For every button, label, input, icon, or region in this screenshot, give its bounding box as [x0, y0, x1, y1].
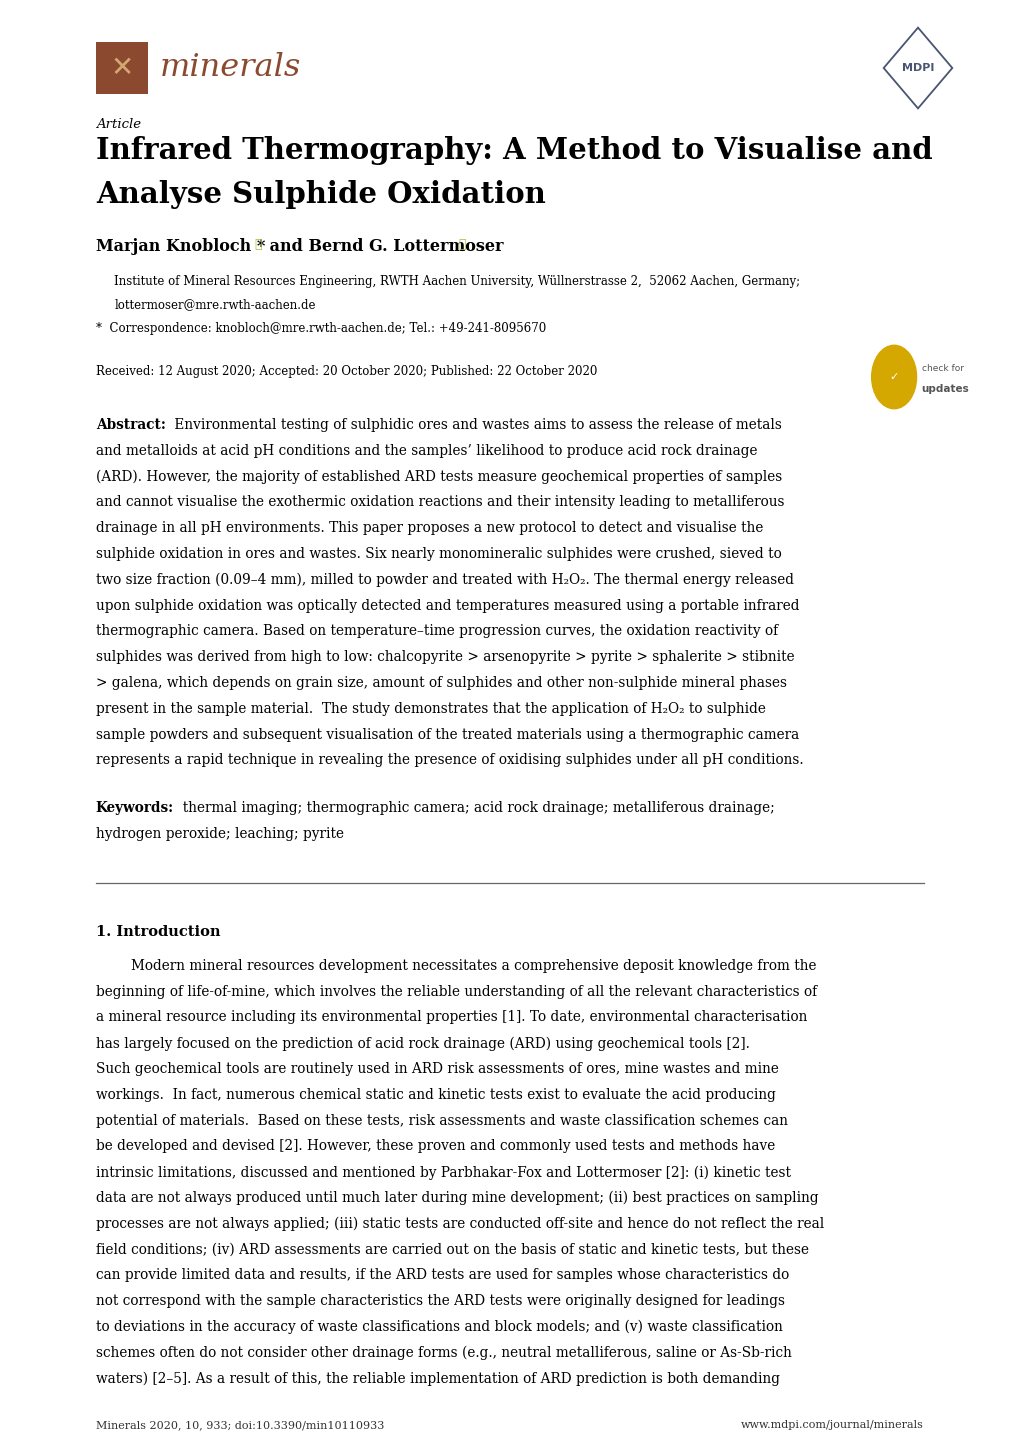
- Text: not correspond with the sample characteristics the ARD tests were originally des: not correspond with the sample character…: [96, 1295, 784, 1308]
- Text: waters) [2–5]. As a result of this, the reliable implementation of ARD predictio: waters) [2–5]. As a result of this, the …: [96, 1371, 780, 1386]
- Text: two size fraction (0.09–4 mm), milled to powder and treated with H₂O₂. The therm: two size fraction (0.09–4 mm), milled to…: [96, 572, 793, 587]
- Text: sample powders and subsequent visualisation of the treated materials using a the: sample powders and subsequent visualisat…: [96, 728, 798, 741]
- Text: Modern mineral resources development necessitates a comprehensive deposit knowle: Modern mineral resources development nec…: [96, 959, 815, 973]
- FancyBboxPatch shape: [96, 42, 148, 94]
- Text: sulphide oxidation in ores and wastes. Six nearly monomineralic sulphides were c: sulphide oxidation in ores and wastes. S…: [96, 547, 781, 561]
- Text: Institute of Mineral Resources Engineering, RWTH Aachen University, Wüllnerstras: Institute of Mineral Resources Engineeri…: [114, 275, 800, 288]
- Text: Received: 12 August 2020; Accepted: 20 October 2020; Published: 22 October 2020: Received: 12 August 2020; Accepted: 20 O…: [96, 365, 597, 378]
- Text: to deviations in the accuracy of waste classifications and block models; and (v): to deviations in the accuracy of waste c…: [96, 1319, 782, 1334]
- Text: minerals: minerals: [160, 52, 301, 84]
- Text: ⓘ: ⓘ: [254, 238, 261, 251]
- Text: data are not always produced until much later during mine development; (ii) best: data are not always produced until much …: [96, 1191, 817, 1206]
- Text: has largely focused on the prediction of acid rock drainage (ARD) using geochemi: has largely focused on the prediction of…: [96, 1037, 749, 1051]
- Text: Article: Article: [96, 118, 141, 131]
- Text: www.mdpi.com/journal/minerals: www.mdpi.com/journal/minerals: [741, 1420, 923, 1430]
- Text: check for: check for: [921, 363, 963, 373]
- Text: and metalloids at acid pH conditions and the samples’ likelihood to produce acid: and metalloids at acid pH conditions and…: [96, 444, 757, 457]
- Text: drainage in all pH environments. This paper proposes a new protocol to detect an: drainage in all pH environments. This pa…: [96, 521, 762, 535]
- Text: hydrogen peroxide; leaching; pyrite: hydrogen peroxide; leaching; pyrite: [96, 828, 343, 841]
- Text: schemes often do not consider other drainage forms (e.g., neutral metalliferous,: schemes often do not consider other drai…: [96, 1345, 791, 1360]
- Polygon shape: [882, 27, 952, 108]
- Text: lottermoser@mre.rwth-aachen.de: lottermoser@mre.rwth-aachen.de: [114, 298, 316, 311]
- Text: Analyse Sulphide Oxidation: Analyse Sulphide Oxidation: [96, 180, 545, 209]
- Text: beginning of life-of-mine, which involves the reliable understanding of all the : beginning of life-of-mine, which involve…: [96, 985, 816, 999]
- Text: Abstract:: Abstract:: [96, 418, 166, 433]
- Text: Environmental testing of sulphidic ores and wastes aims to assess the release of: Environmental testing of sulphidic ores …: [170, 418, 782, 433]
- Text: sulphides was derived from high to low: chalcopyrite > arsenopyrite > pyrite > s: sulphides was derived from high to low: …: [96, 650, 794, 665]
- Text: processes are not always applied; (iii) static tests are conducted off-site and : processes are not always applied; (iii) …: [96, 1217, 823, 1231]
- Text: ⓘ: ⓘ: [458, 238, 465, 251]
- Text: MDPI: MDPI: [901, 63, 933, 74]
- Text: represents a rapid technique in revealing the presence of oxidising sulphides un: represents a rapid technique in revealin…: [96, 753, 803, 767]
- Text: present in the sample material.  The study demonstrates that the application of : present in the sample material. The stud…: [96, 702, 765, 715]
- Text: Infrared Thermography: A Method to Visualise and: Infrared Thermography: A Method to Visua…: [96, 136, 931, 164]
- Text: thermographic camera. Based on temperature–time progression curves, the oxidatio: thermographic camera. Based on temperatu…: [96, 624, 777, 639]
- Text: > galena, which depends on grain size, amount of sulphides and other non-sulphid: > galena, which depends on grain size, a…: [96, 676, 786, 691]
- Text: upon sulphide oxidation was optically detected and temperatures measured using a: upon sulphide oxidation was optically de…: [96, 598, 799, 613]
- Text: thermal imaging; thermographic camera; acid rock drainage; metalliferous drainag: thermal imaging; thermographic camera; a…: [174, 802, 774, 815]
- Text: potential of materials.  Based on these tests, risk assessments and waste classi: potential of materials. Based on these t…: [96, 1113, 787, 1128]
- Text: Keywords:: Keywords:: [96, 802, 174, 815]
- Text: be developed and devised [2]. However, these proven and commonly used tests and : be developed and devised [2]. However, t…: [96, 1139, 774, 1154]
- Text: a mineral resource including its environmental properties [1]. To date, environm: a mineral resource including its environ…: [96, 1011, 806, 1024]
- Text: 1. Introduction: 1. Introduction: [96, 924, 220, 939]
- Text: and cannot visualise the exothermic oxidation reactions and their intensity lead: and cannot visualise the exothermic oxid…: [96, 496, 784, 509]
- Text: and Bernd G. Lottermoser: and Bernd G. Lottermoser: [264, 238, 503, 255]
- Text: field conditions; (iv) ARD assessments are carried out on the basis of static an: field conditions; (iv) ARD assessments a…: [96, 1243, 808, 1256]
- Text: updates: updates: [921, 384, 968, 394]
- Text: intrinsic limitations, discussed and mentioned by Parbhakar-Fox and Lottermoser : intrinsic limitations, discussed and men…: [96, 1165, 790, 1180]
- Text: *  Correspondence: knobloch@mre.rwth-aachen.de; Tel.: +49-241-8095670: * Correspondence: knobloch@mre.rwth-aach…: [96, 322, 545, 335]
- Text: Minerals 2020, 10, 933; doi:10.3390/min10110933: Minerals 2020, 10, 933; doi:10.3390/min1…: [96, 1420, 384, 1430]
- Text: can provide limited data and results, if the ARD tests are used for samples whos: can provide limited data and results, if…: [96, 1269, 789, 1282]
- Text: ✕: ✕: [110, 53, 133, 82]
- Text: Such geochemical tools are routinely used in ARD risk assessments of ores, mine : Such geochemical tools are routinely use…: [96, 1061, 777, 1076]
- Circle shape: [871, 345, 916, 408]
- Text: Marjan Knobloch *: Marjan Knobloch *: [96, 238, 265, 255]
- Text: ✓: ✓: [889, 372, 898, 382]
- Text: workings.  In fact, numerous chemical static and kinetic tests exist to evaluate: workings. In fact, numerous chemical sta…: [96, 1087, 775, 1102]
- Text: (ARD). However, the majority of established ARD tests measure geochemical proper: (ARD). However, the majority of establis…: [96, 470, 782, 485]
